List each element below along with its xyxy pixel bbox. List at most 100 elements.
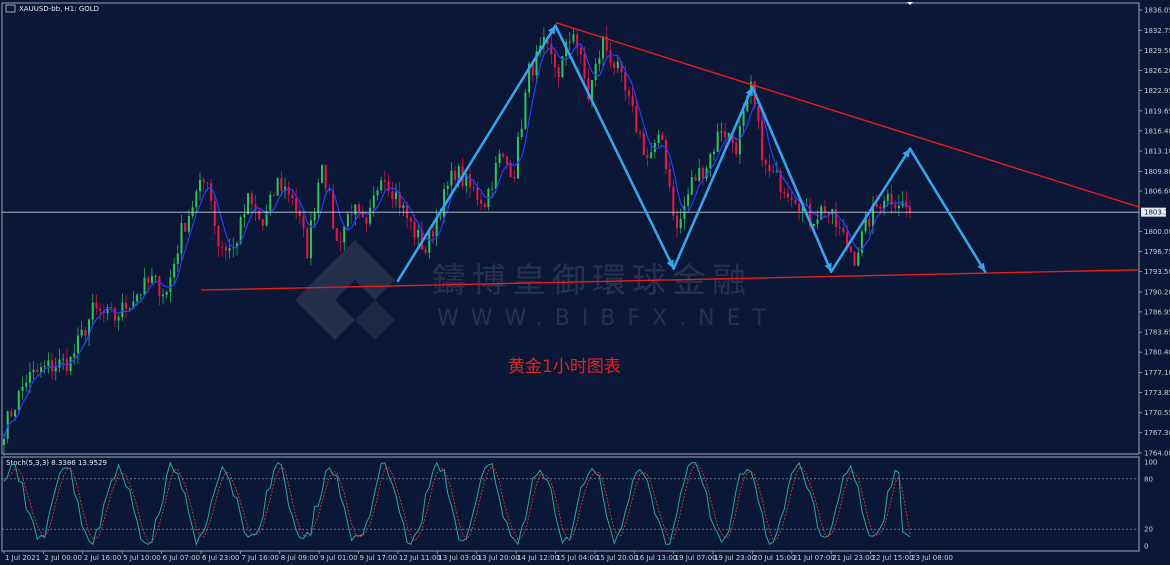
time-tick-label: 8 Jul 09:00 (281, 554, 319, 562)
candle-body (357, 204, 361, 212)
candle-body (872, 204, 875, 227)
candle-body (712, 151, 716, 154)
candle-body (894, 204, 897, 209)
price-tick-label: 1816.40 (1144, 127, 1170, 135)
price-tick-label: 1836.05 (1144, 7, 1170, 15)
candle-body (298, 210, 301, 217)
candle-body (25, 382, 28, 387)
candle-body (269, 194, 272, 211)
time-tick-label: 22 Jul 15:00 (872, 554, 914, 562)
wave-arrowhead (666, 259, 674, 269)
candle-body (842, 228, 845, 233)
stoch-level-label: 0 (1144, 543, 1148, 551)
time-tick-label: 21 Jul 23:00 (832, 554, 874, 562)
candle-body (136, 294, 139, 302)
candle-body (716, 131, 719, 152)
candle-body (169, 277, 172, 292)
candle-body (80, 329, 83, 336)
candle-body (890, 194, 893, 205)
svg-text:1803.17: 1803.17 (1144, 209, 1170, 217)
candle-body (576, 34, 579, 48)
candle-body (280, 178, 283, 191)
candle-body (332, 190, 335, 229)
time-tick-label: 5 Jul 10:00 (123, 554, 161, 562)
price-tick-label: 1826.20 (1144, 67, 1170, 75)
time-tick-label: 19 Jul 07:00 (675, 554, 717, 562)
price-tick-label: 1767.30 (1144, 429, 1170, 437)
time-tick-label: 1 Jul 2021 (5, 554, 40, 562)
candle-body (613, 62, 616, 69)
candle-body (428, 231, 431, 253)
time-tick-label: 12 Jul 11:00 (399, 554, 441, 562)
wave-segment (554, 24, 675, 270)
candle-body (790, 197, 793, 200)
candle-body (306, 228, 309, 259)
candle-body (95, 302, 98, 309)
candle-body (187, 216, 190, 232)
wave-arrowhead (902, 148, 910, 158)
candle-body (191, 207, 194, 217)
time-tick-label: 16 Jul 13:00 (635, 554, 677, 562)
candle-body (28, 371, 31, 383)
candle-body (720, 131, 723, 133)
candle-body (180, 223, 183, 254)
candle-body (594, 63, 597, 81)
candle-body (587, 78, 590, 100)
candle-body (472, 187, 475, 189)
candle-body (698, 167, 701, 181)
candle-body (746, 95, 749, 112)
candle-body (476, 187, 479, 200)
candle-body (505, 156, 508, 165)
wave-arrowhead (745, 87, 753, 97)
candle-body (664, 139, 667, 170)
candle-body (820, 206, 823, 220)
candle-body (550, 43, 553, 54)
candle-body (480, 199, 483, 204)
candle-body (184, 223, 187, 232)
time-tick-label: 2 Jul 16:00 (84, 554, 122, 562)
current-price-label: 1803.17 (1141, 207, 1170, 217)
wave-path[interactable] (396, 24, 987, 283)
candle-body (853, 251, 856, 266)
candle-body (350, 214, 353, 216)
price-tick-label: 1796.75 (1144, 248, 1170, 256)
candle-body (602, 36, 605, 59)
candle-body (772, 171, 775, 172)
candle-body (731, 133, 734, 143)
candle-body (668, 169, 671, 187)
candle-body (879, 206, 882, 209)
candle-body (14, 409, 17, 417)
candle-body (846, 232, 849, 247)
candle-body (121, 302, 124, 318)
candle-body (21, 386, 24, 391)
wave-segment (829, 147, 912, 273)
candle-body (646, 154, 649, 158)
candle-body (221, 246, 224, 248)
wave-arrowhead (977, 262, 985, 272)
trendlines[interactable] (200, 21, 1140, 291)
price-tick-label: 1773.85 (1144, 389, 1170, 397)
candle-body (161, 294, 165, 297)
wave-segment (751, 85, 833, 273)
time-tick-label: 7 Jul 16:00 (241, 554, 279, 562)
scroll-marker-icon[interactable] (907, 2, 913, 5)
candle-body (261, 219, 264, 226)
candle-body (616, 61, 619, 69)
price-tick-label: 1800.00 (1144, 228, 1170, 236)
candle-body (709, 153, 712, 169)
candle-body (165, 291, 168, 295)
candle-body (73, 353, 76, 357)
candle-body (195, 191, 198, 208)
candle-body (650, 152, 653, 158)
candle-body (328, 188, 331, 191)
price-tick-label: 1764.00 (1144, 450, 1170, 458)
candle-body (860, 231, 863, 253)
candle-body (391, 191, 394, 200)
candle-body (394, 192, 397, 200)
candle-body (883, 200, 886, 209)
candle-body (498, 153, 501, 163)
candle-body (661, 134, 664, 140)
candle-body (369, 207, 372, 224)
